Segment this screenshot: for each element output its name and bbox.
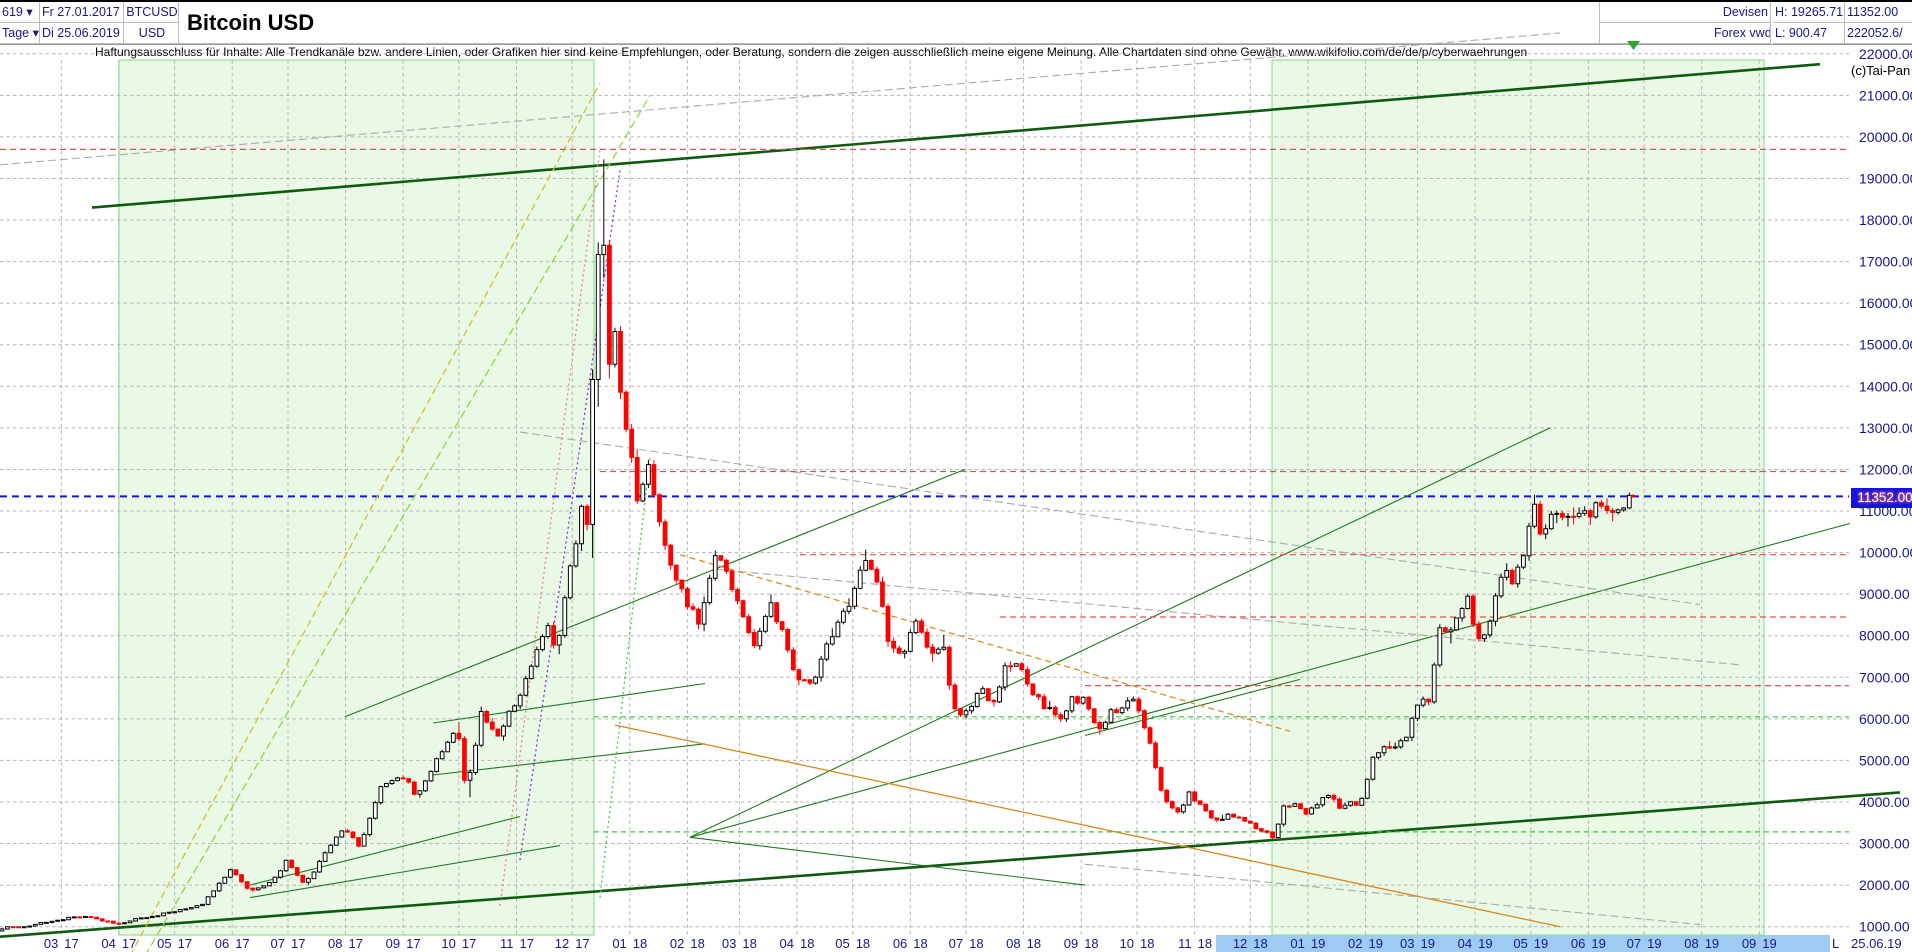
svg-text:17: 17 xyxy=(406,936,420,951)
svg-text:02: 02 xyxy=(1348,936,1362,951)
svg-text:17: 17 xyxy=(235,936,249,951)
svg-text:10000.00: 10000.00 xyxy=(1859,545,1912,561)
svg-text:09: 09 xyxy=(1742,936,1756,951)
svg-text:08: 08 xyxy=(1006,936,1020,951)
svg-text:18: 18 xyxy=(633,936,647,951)
svg-text:09: 09 xyxy=(386,936,400,951)
svg-text:07: 07 xyxy=(271,936,285,951)
svg-text:4000.00: 4000.00 xyxy=(1859,794,1910,810)
svg-text:19: 19 xyxy=(1705,936,1719,951)
svg-text:18: 18 xyxy=(1084,936,1098,951)
svg-text:17: 17 xyxy=(291,936,305,951)
svg-text:19: 19 xyxy=(1311,936,1325,951)
svg-text:20000.00: 20000.00 xyxy=(1859,129,1912,145)
svg-text:04: 04 xyxy=(1458,936,1472,951)
svg-text:2000.00: 2000.00 xyxy=(1859,877,1910,893)
svg-text:17: 17 xyxy=(349,936,363,951)
svg-text:10: 10 xyxy=(1120,936,1134,951)
svg-text:10: 10 xyxy=(441,936,455,951)
svg-text:18: 18 xyxy=(690,936,704,951)
svg-text:17000.00: 17000.00 xyxy=(1859,254,1912,270)
svg-text:18000.00: 18000.00 xyxy=(1859,212,1912,228)
svg-text:12000.00: 12000.00 xyxy=(1859,461,1912,477)
svg-text:08: 08 xyxy=(1684,936,1698,951)
svg-text:17: 17 xyxy=(64,936,78,951)
svg-text:19: 19 xyxy=(1591,936,1605,951)
svg-text:3000.00: 3000.00 xyxy=(1859,836,1910,852)
svg-text:17: 17 xyxy=(575,936,589,951)
svg-text:19: 19 xyxy=(1534,936,1548,951)
svg-text:11: 11 xyxy=(500,936,514,951)
svg-text:05: 05 xyxy=(157,936,171,951)
svg-text:18: 18 xyxy=(913,936,927,951)
svg-text:15000.00: 15000.00 xyxy=(1859,337,1912,353)
svg-text:18: 18 xyxy=(1027,936,1041,951)
svg-text:04: 04 xyxy=(101,936,115,951)
svg-text:05: 05 xyxy=(1513,936,1527,951)
svg-text:05: 05 xyxy=(835,936,849,951)
svg-text:17: 17 xyxy=(122,936,136,951)
svg-text:03: 03 xyxy=(1400,936,1414,951)
svg-text:19: 19 xyxy=(1647,936,1661,951)
svg-text:16000.00: 16000.00 xyxy=(1859,295,1912,311)
svg-text:18: 18 xyxy=(969,936,983,951)
svg-text:6000.00: 6000.00 xyxy=(1859,711,1910,727)
svg-text:02: 02 xyxy=(670,936,684,951)
svg-text:9000.00: 9000.00 xyxy=(1859,586,1910,602)
svg-text:18: 18 xyxy=(1253,936,1267,951)
svg-text:19000.00: 19000.00 xyxy=(1859,171,1912,187)
svg-text:14000.00: 14000.00 xyxy=(1859,378,1912,394)
svg-text:01: 01 xyxy=(1290,936,1304,951)
svg-text:17: 17 xyxy=(178,936,192,951)
svg-text:09: 09 xyxy=(1064,936,1078,951)
svg-text:18: 18 xyxy=(1198,936,1212,951)
svg-text:03: 03 xyxy=(722,936,736,951)
svg-text:21000.00: 21000.00 xyxy=(1859,87,1912,103)
svg-text:19: 19 xyxy=(1369,936,1383,951)
svg-text:8000.00: 8000.00 xyxy=(1859,628,1910,644)
svg-text:5000.00: 5000.00 xyxy=(1859,752,1910,768)
svg-text:12: 12 xyxy=(1233,936,1247,951)
svg-text:18: 18 xyxy=(800,936,814,951)
svg-text:18: 18 xyxy=(742,936,756,951)
svg-text:18: 18 xyxy=(1140,936,1154,951)
svg-text:11: 11 xyxy=(1178,936,1192,951)
svg-text:13000.00: 13000.00 xyxy=(1859,420,1912,436)
svg-text:12: 12 xyxy=(555,936,569,951)
svg-text:04: 04 xyxy=(780,936,794,951)
svg-text:07: 07 xyxy=(1627,936,1641,951)
svg-text:22000.00: 22000.00 xyxy=(1859,46,1912,62)
svg-text:19: 19 xyxy=(1421,936,1435,951)
svg-text:19: 19 xyxy=(1478,936,1492,951)
svg-text:17: 17 xyxy=(520,936,534,951)
svg-text:19: 19 xyxy=(1762,936,1776,951)
svg-text:07: 07 xyxy=(949,936,963,951)
svg-text:08: 08 xyxy=(328,936,342,951)
svg-text:06: 06 xyxy=(1571,936,1585,951)
svg-text:18: 18 xyxy=(856,936,870,951)
svg-text:17: 17 xyxy=(462,936,476,951)
svg-text:1000.00: 1000.00 xyxy=(1859,919,1910,935)
svg-text:06: 06 xyxy=(215,936,229,951)
svg-text:03: 03 xyxy=(44,936,58,951)
svg-text:01: 01 xyxy=(612,936,626,951)
svg-text:7000.00: 7000.00 xyxy=(1859,669,1910,685)
svg-text:06: 06 xyxy=(893,936,907,951)
